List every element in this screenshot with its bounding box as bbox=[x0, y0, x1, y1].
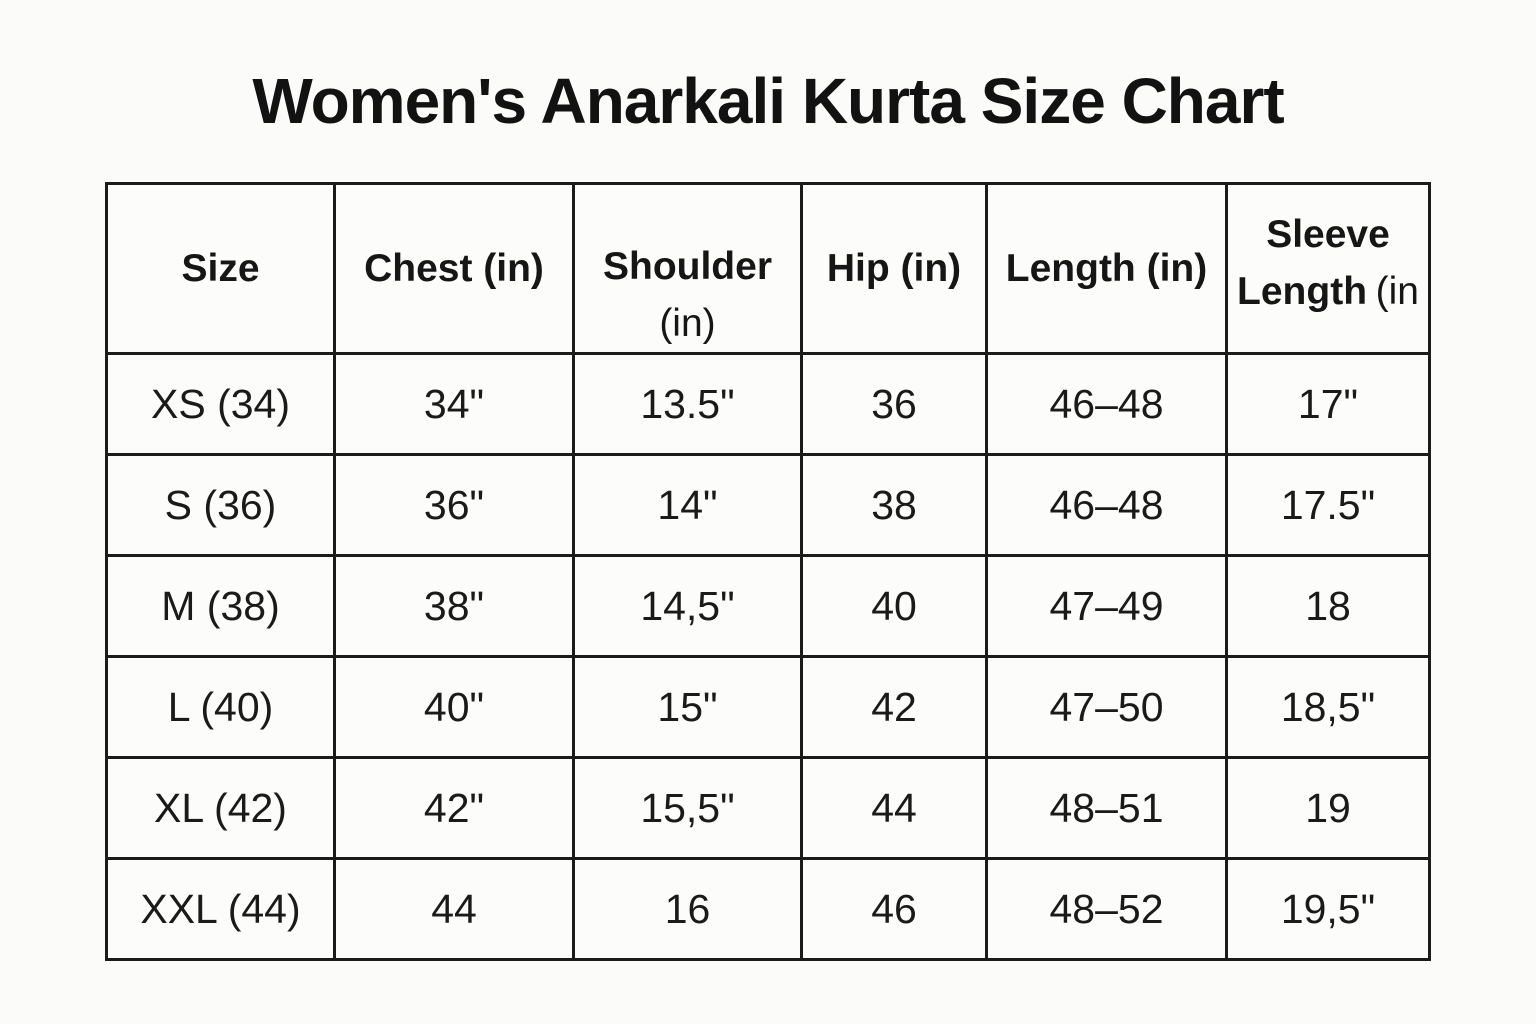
cell-length: 46–48 bbox=[985, 352, 1228, 456]
header-label: Size bbox=[181, 247, 260, 290]
cell-size: L (40) bbox=[105, 655, 336, 759]
cell-chest: 36" bbox=[333, 453, 575, 557]
cell-shoulder: 15,5" bbox=[572, 756, 803, 860]
cell-size: S (36) bbox=[105, 453, 336, 557]
cell-length: 46–48 bbox=[985, 453, 1228, 557]
cell-chest: 44 bbox=[333, 857, 575, 961]
cell-hip: 38 bbox=[800, 453, 988, 557]
header-label: Shoulder (in) bbox=[602, 244, 772, 345]
cell-sleeve-length: 18,5" bbox=[1225, 655, 1431, 759]
cell-shoulder: 13.5" bbox=[572, 352, 803, 456]
table-row-xxl: XXL (44) 44 16 46 48–52 19,5" bbox=[105, 857, 1431, 961]
cell-sleeve-length: 19 bbox=[1225, 756, 1431, 860]
table-row-l: L (40) 40" 15" 42 47–50 18,5" bbox=[105, 655, 1431, 759]
page-title: Women's Anarkali Kurta Size Chart bbox=[252, 65, 1284, 137]
header-label: Length (in) bbox=[1005, 247, 1208, 290]
cell-sleeve-length: 17.5" bbox=[1225, 453, 1431, 557]
cell-chest: 38" bbox=[333, 554, 575, 658]
cell-length: 47–49 bbox=[985, 554, 1228, 658]
table-row-s: S (36) 36" 14" 38 46–48 17.5" bbox=[105, 453, 1431, 557]
header-label: Sleeve Length (in bbox=[1237, 212, 1419, 313]
cell-chest: 34" bbox=[333, 352, 575, 456]
cell-hip: 40 bbox=[800, 554, 988, 658]
table-row-xl: XL (42) 42" 15,5" 44 48–51 19 bbox=[105, 756, 1431, 860]
cell-shoulder: 14,5" bbox=[572, 554, 803, 658]
cell-sleeve-length: 19,5" bbox=[1225, 857, 1431, 961]
cell-chest: 42" bbox=[333, 756, 575, 860]
cell-length: 48–52 bbox=[985, 857, 1228, 961]
column-header-length: Length (in) bbox=[985, 182, 1228, 355]
table-row-xs: XS (34) 34" 13.5" 36 46–48 17" bbox=[105, 352, 1431, 456]
cell-length: 48–51 bbox=[985, 756, 1228, 860]
column-header-chest: Chest (in) bbox=[333, 182, 575, 355]
cell-size: XXL (44) bbox=[105, 857, 336, 961]
cell-size: XL (42) bbox=[105, 756, 336, 860]
column-header-hip: Hip (in) bbox=[800, 182, 988, 355]
column-header-sleeve-length: Sleeve Length (in bbox=[1225, 182, 1431, 355]
cell-chest: 40" bbox=[333, 655, 575, 759]
cell-hip: 36 bbox=[800, 352, 988, 456]
cell-sleeve-length: 18 bbox=[1225, 554, 1431, 658]
header-label: Hip (in) bbox=[826, 247, 962, 290]
header-row: Size Chest (in) Shoulder (in) Hip (in) L… bbox=[105, 182, 1431, 355]
column-header-shoulder: Shoulder (in) bbox=[572, 182, 803, 355]
size-chart-table: Size Chest (in) Shoulder (in) Hip (in) L… bbox=[105, 182, 1431, 961]
cell-size: XS (34) bbox=[105, 352, 336, 456]
cell-sleeve-length: 17" bbox=[1225, 352, 1431, 456]
cell-length: 47–50 bbox=[985, 655, 1228, 759]
cell-hip: 42 bbox=[800, 655, 988, 759]
cell-shoulder: 14" bbox=[572, 453, 803, 557]
cell-hip: 46 bbox=[800, 857, 988, 961]
cell-shoulder: 15" bbox=[572, 655, 803, 759]
cell-size: M (38) bbox=[105, 554, 336, 658]
cell-shoulder: 16 bbox=[572, 857, 803, 961]
cell-hip: 44 bbox=[800, 756, 988, 860]
column-header-size: Size bbox=[105, 182, 336, 355]
table-row-m: M (38) 38" 14,5" 40 47–49 18 bbox=[105, 554, 1431, 658]
header-label: Chest (in) bbox=[364, 247, 544, 290]
